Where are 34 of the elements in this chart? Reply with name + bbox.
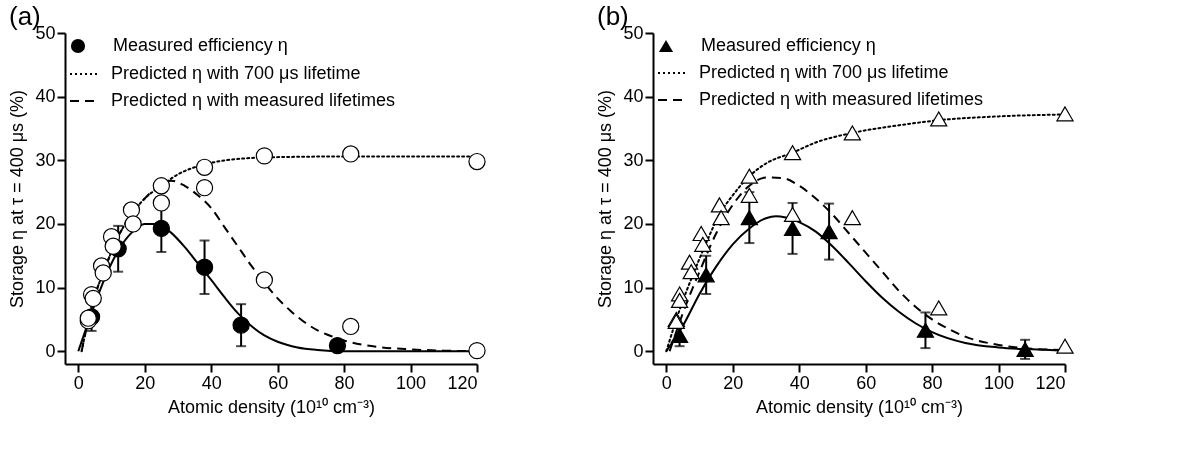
y-tick-label: 30 — [623, 149, 644, 170]
x-tick-label: 80 — [334, 372, 355, 393]
x-tick-label: 0 — [661, 372, 672, 393]
x-tick-label: 40 — [789, 372, 810, 393]
x-tick-label: 40 — [201, 372, 222, 393]
x-tick-label: 120 — [447, 372, 478, 393]
y-tick-label: 10 — [35, 277, 56, 298]
x-tick-label: 100 — [396, 372, 427, 393]
x-tick-label: 60 — [268, 372, 289, 393]
y-axis-title: Storage η at τ = 400 μs (%) — [595, 89, 616, 309]
x-axis-title: Atomic density (10¹⁰ cm⁻³) — [167, 396, 376, 417]
y-tick-label: 30 — [35, 149, 56, 170]
y-axis-title: Storage η at τ = 400 μs (%) — [7, 89, 28, 309]
x-tick-label: 60 — [856, 372, 877, 393]
legend-label: Predicted η with measured lifetimes — [699, 89, 984, 109]
x-tick-label: 100 — [984, 372, 1015, 393]
y-tick-label: 40 — [35, 86, 56, 107]
x-tick-label: 20 — [723, 372, 744, 393]
x-tick-label: 120 — [1035, 372, 1066, 393]
x-tick-label: 20 — [135, 372, 156, 393]
y-tick-label: 20 — [623, 213, 644, 234]
legend-label: Predicted η with 700 μs lifetime — [111, 63, 361, 83]
x-axis-title: Atomic density (10¹⁰ cm⁻³) — [755, 396, 964, 417]
y-tick-label: 40 — [623, 86, 644, 107]
legend-label: Measured efficiency η — [701, 35, 876, 55]
legend-label: Measured efficiency η — [113, 35, 288, 55]
y-tick-label: 0 — [633, 340, 644, 361]
x-tick-label: 80 — [922, 372, 943, 393]
y-tick-label: 20 — [35, 213, 56, 234]
legend-label: Predicted η with 700 μs lifetime — [699, 62, 949, 82]
x-tick-label: 0 — [73, 372, 84, 393]
legend-label: Predicted η with measured lifetimes — [111, 90, 396, 110]
y-tick-label: 10 — [623, 277, 644, 298]
y-tick-label: 0 — [45, 340, 56, 361]
